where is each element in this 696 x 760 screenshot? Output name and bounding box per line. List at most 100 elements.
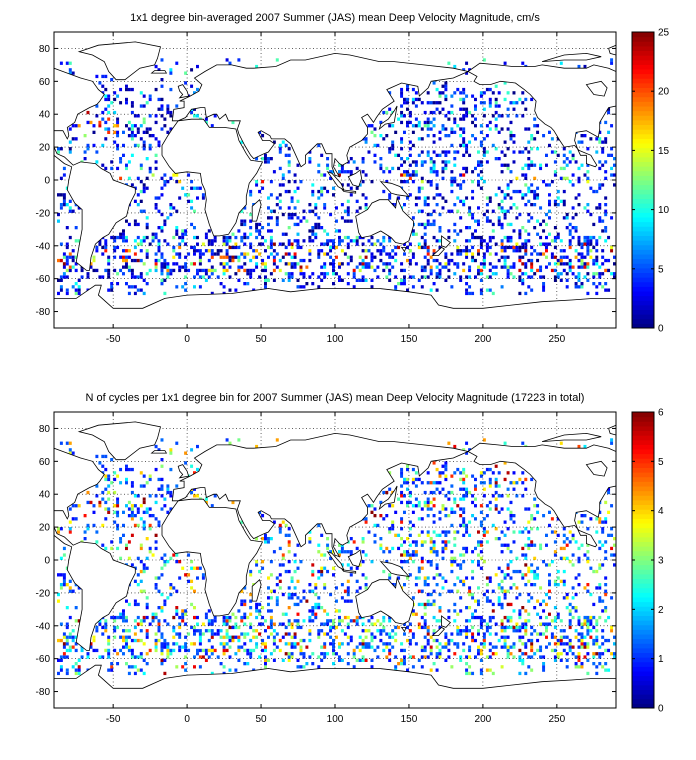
data-cell <box>503 212 507 217</box>
data-cell <box>503 629 507 633</box>
data-cell <box>107 288 111 292</box>
data-cell <box>485 87 489 92</box>
data-cell <box>438 648 442 653</box>
data-cell <box>411 232 415 236</box>
data-cell <box>184 609 188 613</box>
data-cell <box>411 170 415 174</box>
data-cell <box>613 183 616 187</box>
data-cell <box>329 212 333 217</box>
data-cell <box>408 553 412 557</box>
data-cell <box>509 137 513 141</box>
data-cell <box>169 71 173 75</box>
data-cell <box>329 625 333 630</box>
data-cell <box>122 255 125 259</box>
data-cell <box>74 517 78 521</box>
data-cell <box>506 91 510 95</box>
data-cell <box>414 471 418 475</box>
data-cell <box>565 596 569 600</box>
data-cell <box>133 523 137 528</box>
data-cell <box>400 648 404 653</box>
data-cell <box>506 615 510 620</box>
data-cell <box>323 272 327 276</box>
data-cell <box>429 635 433 639</box>
data-cell <box>450 130 454 134</box>
data-cell <box>113 629 117 633</box>
data-cell <box>610 61 614 65</box>
data-cell <box>68 252 72 256</box>
data-cell <box>536 612 540 616</box>
data-cell <box>417 500 421 505</box>
data-cell <box>65 648 69 653</box>
data-cell <box>604 619 608 623</box>
data-cell <box>406 124 409 128</box>
data-cell <box>355 199 359 203</box>
data-cell <box>406 288 409 292</box>
data-cell <box>225 648 229 653</box>
data-cell <box>216 629 220 633</box>
data-cell <box>148 648 152 653</box>
data-cell <box>577 444 581 449</box>
data-cell <box>518 245 522 250</box>
data-cell <box>98 504 102 508</box>
data-cell <box>488 481 492 485</box>
data-cell <box>465 61 469 65</box>
data-cell <box>477 268 480 273</box>
data-cell <box>456 530 460 534</box>
colorbar-segment <box>632 244 654 250</box>
data-cell <box>125 662 128 666</box>
data-cell <box>225 255 229 259</box>
data-cell <box>278 638 282 643</box>
data-cell <box>190 560 194 564</box>
data-cell <box>406 84 409 88</box>
data-cell <box>136 242 140 246</box>
data-cell <box>444 97 448 102</box>
data-cell <box>506 127 510 131</box>
data-cell <box>598 563 602 567</box>
data-cell <box>207 242 211 246</box>
data-cell <box>536 527 540 531</box>
data-cell <box>275 438 279 442</box>
data-cell <box>133 291 137 296</box>
data-cell <box>145 176 149 180</box>
data-cell <box>207 622 211 626</box>
coastline <box>77 421 161 461</box>
data-cell <box>326 546 330 551</box>
data-cell <box>397 662 401 666</box>
data-cell <box>243 222 247 227</box>
data-cell <box>403 494 406 498</box>
data-cell <box>116 120 120 125</box>
data-cell <box>432 514 436 518</box>
data-cell <box>397 166 401 171</box>
data-cell <box>450 189 454 194</box>
data-cell <box>598 615 602 620</box>
data-cell <box>545 602 548 607</box>
data-cell <box>287 655 291 659</box>
data-cell <box>553 278 557 282</box>
data-cell <box>364 520 368 524</box>
data-cell <box>261 622 265 626</box>
data-cell <box>607 638 611 643</box>
data-cell <box>542 282 546 286</box>
data-cell <box>281 255 285 259</box>
data-cell <box>296 543 300 547</box>
data-cell <box>373 134 377 138</box>
data-cell <box>201 648 205 653</box>
data-cell <box>95 249 99 253</box>
data-cell <box>74 619 78 623</box>
data-cell <box>426 583 430 587</box>
data-cell <box>148 550 152 554</box>
data-cell <box>142 563 146 567</box>
data-cell <box>503 255 507 259</box>
data-cell <box>391 645 395 649</box>
data-cell <box>175 589 179 593</box>
data-cell <box>228 619 232 623</box>
data-cell <box>586 619 590 623</box>
data-cell <box>287 540 291 544</box>
data-cell <box>450 176 454 180</box>
data-cell <box>512 249 516 253</box>
data-cell <box>494 110 498 115</box>
data-cell <box>607 487 611 491</box>
data-cell <box>234 622 238 626</box>
data-cell <box>178 622 182 626</box>
data-cell <box>518 189 522 194</box>
